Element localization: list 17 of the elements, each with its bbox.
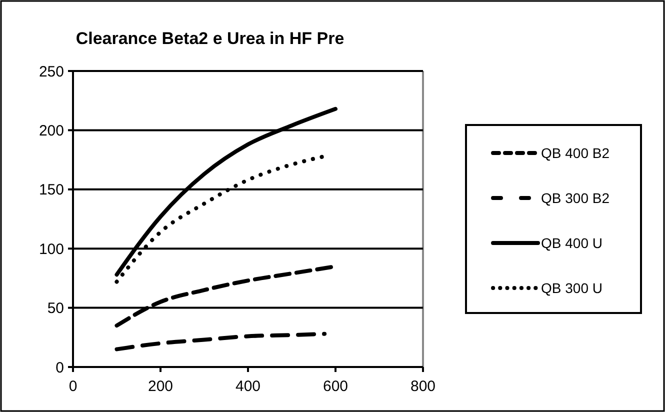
y-tick-label: 0 (56, 359, 64, 376)
legend-label: QB 400 U (541, 234, 602, 251)
y-tick-label: 250 (38, 63, 64, 80)
chart-title: Clearance Beta2 e Urea in HF Pre (76, 29, 344, 48)
x-tick-label: 800 (410, 378, 436, 395)
legend-label: QB 300 U (541, 280, 602, 296)
legend-label: QB 400 B2 (541, 144, 610, 161)
line-series (114, 332, 327, 352)
legend-label: QB 300 B2 (541, 190, 610, 206)
y-tick-label: 100 (38, 240, 64, 258)
y-tick-label: 200 (38, 122, 64, 140)
x-tick-label: 600 (322, 378, 348, 395)
x-tick-label: 400 (235, 378, 261, 395)
y-tick-label: 150 (38, 182, 64, 199)
y-tick-label: 50 (47, 300, 64, 318)
x-tick-label: 200 (148, 378, 174, 395)
x-tick-label: 0 (68, 378, 78, 395)
